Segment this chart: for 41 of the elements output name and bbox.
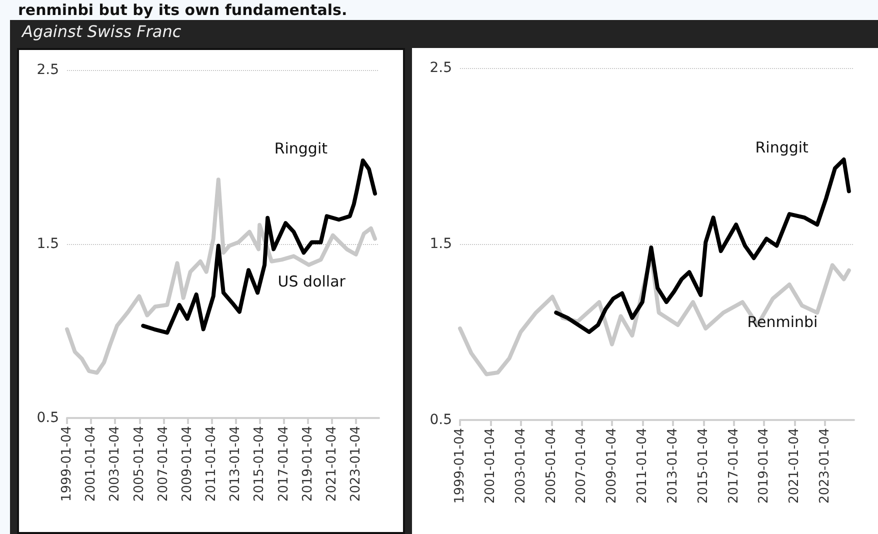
y-tick-label: 1.5 [36,236,59,252]
x-tick-label: 2015-01-04 [252,426,268,502]
x-tick-label: 2007-01-04 [156,426,171,502]
x-tick-label: 2017-01-04 [276,426,292,502]
series-label: US dollar [278,272,346,290]
x-tick-label: 2001-01-04 [482,428,498,504]
y-tick-label: 0.5 [430,412,452,428]
chart-title: renminbi but by its own fundamentals. [18,0,348,20]
x-tick-label: 2023-01-04 [348,426,364,502]
y-tick-label: 2.5 [36,62,59,78]
x-tick-label: 2009-01-04 [604,428,620,504]
y-tick-label: 0.5 [36,410,59,426]
x-tick-label: 2021-01-04 [787,428,802,504]
x-tick-label: 2013-01-04 [665,428,680,504]
y-tick-label: 2.5 [430,60,452,76]
line-series [554,158,851,334]
x-tick-label: 2017-01-04 [726,428,742,504]
x-tick-label: 2009-01-04 [180,426,195,502]
line-series [65,178,377,375]
x-tick-label: 2001-01-04 [84,426,99,502]
x-tick-label: 1999-01-04 [60,426,74,502]
x-tick-label: 2007-01-04 [574,428,590,504]
x-tick-label: 2011-01-04 [204,426,220,502]
chart-subtitle: Against Swiss Franc [22,22,182,42]
x-tick-label: 2011-01-04 [634,428,650,504]
x-tick-label: 2003-01-04 [513,428,528,504]
y-tick-label: 1.5 [430,236,452,252]
series-label: Ringgit [755,138,809,157]
x-tick-label: 2015-01-04 [696,428,711,504]
text: Ringgit [274,139,328,158]
x-tick-label: 2019-01-04 [300,426,316,502]
x-tick-label: 2013-01-04 [228,426,244,502]
x-tick-label: 2005-01-04 [544,428,559,504]
line-series [141,158,377,335]
x-tick-label: 2005-01-04 [132,426,147,502]
x-tick-label: 2021-01-04 [324,426,340,502]
x-tick-label: 1999-01-04 [452,428,468,504]
series-label: Renminbi [747,313,818,332]
x-tick-label: 2023-01-04 [817,428,832,504]
x-tick-label: 2019-01-04 [756,428,772,504]
x-tick-label: 2003-01-04 [108,426,123,502]
